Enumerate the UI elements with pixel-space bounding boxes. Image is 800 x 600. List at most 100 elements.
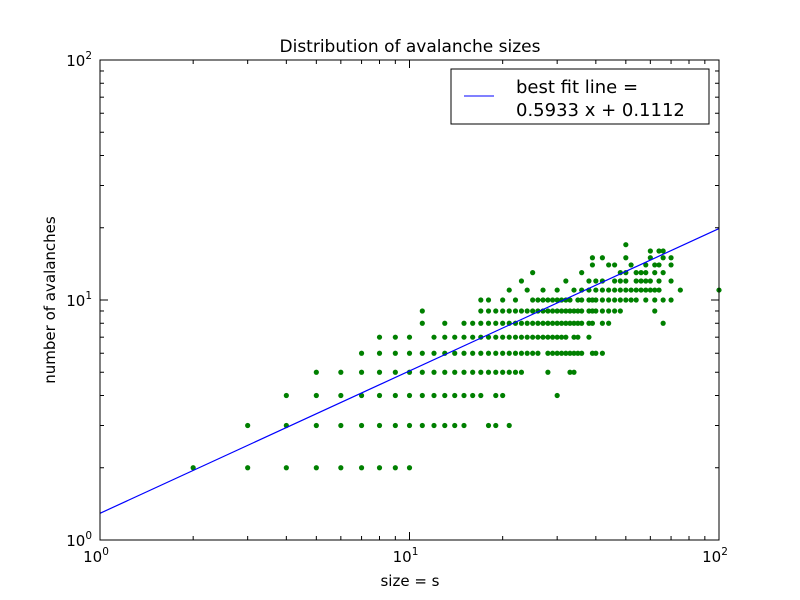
scatter-point <box>550 308 556 314</box>
axis-ticks <box>99 59 720 541</box>
scatter-point <box>535 320 541 326</box>
scatter-point <box>419 369 425 375</box>
scatter-point <box>535 350 541 356</box>
scatter-point <box>589 255 596 261</box>
scatter-point <box>579 270 585 276</box>
scatter-point <box>550 350 556 356</box>
scatter-point <box>431 392 437 399</box>
scatter-point <box>470 350 476 356</box>
scatter-point <box>485 422 492 429</box>
scatter-point <box>540 320 546 326</box>
scatter-point <box>500 369 506 375</box>
scatter-point <box>593 350 599 356</box>
scatter-point <box>606 320 612 326</box>
scatter-point <box>660 297 666 303</box>
scatter-point <box>571 350 577 356</box>
scatter-point <box>554 287 560 293</box>
scatter-point <box>392 465 398 471</box>
scatter-point <box>550 320 556 326</box>
scatter-point <box>563 350 569 356</box>
scatter-point <box>470 334 476 340</box>
scatter-point <box>500 392 506 399</box>
scatter-point <box>313 465 319 471</box>
scatter-point <box>633 297 639 303</box>
scatter-points <box>190 242 722 471</box>
scatter-point <box>545 334 551 340</box>
scatter-point <box>535 297 541 303</box>
scatter-point <box>612 278 618 284</box>
scatter-point <box>500 308 506 314</box>
scatter-point <box>633 270 639 276</box>
scatter-point <box>558 320 565 326</box>
scatter-point <box>623 255 629 261</box>
scatter-point <box>668 262 674 268</box>
scatter-point <box>518 320 525 326</box>
scatter-point <box>376 350 383 356</box>
scatter-point <box>442 334 448 340</box>
scatter-point <box>571 369 577 375</box>
scatter-point <box>530 270 536 276</box>
scatter-point <box>376 392 383 399</box>
scatter-point <box>338 392 344 399</box>
scatter-point <box>540 297 546 303</box>
scatter-point <box>338 422 344 429</box>
scatter-point <box>558 308 565 314</box>
scatter-point <box>545 320 551 326</box>
scatter-point <box>500 350 506 356</box>
y-tick-label: 100 <box>66 530 92 550</box>
scatter-point <box>599 297 606 303</box>
scatter-point <box>431 334 437 340</box>
scatter-point <box>478 392 484 399</box>
scatter-point <box>617 278 623 284</box>
scatter-point <box>558 334 565 340</box>
scatter-point <box>643 278 649 284</box>
scatter-point <box>530 320 536 326</box>
scatter-point <box>485 369 492 375</box>
scatter-point <box>470 369 476 375</box>
scatter-point <box>652 287 658 293</box>
scatter-point <box>540 287 546 293</box>
scatter-point <box>419 320 425 326</box>
scatter-point <box>643 287 649 293</box>
scatter-point <box>493 422 499 429</box>
scatter-point <box>606 308 612 314</box>
scatter-point <box>358 369 365 375</box>
scatter-point <box>668 278 674 284</box>
scatter-point <box>478 350 484 356</box>
x-tick-label: 102 <box>702 546 728 566</box>
scatter-point <box>376 422 383 429</box>
scatter-point <box>652 270 658 276</box>
scatter-point <box>506 369 512 375</box>
scatter-point <box>579 320 585 326</box>
scatter-point <box>500 334 506 340</box>
scatter-point <box>638 287 644 293</box>
scatter-point <box>628 287 634 293</box>
scatter-point <box>493 334 499 340</box>
scatter-point <box>623 287 629 293</box>
scatter-point <box>442 320 448 326</box>
scatter-point <box>338 369 344 375</box>
scatter-point <box>656 287 662 293</box>
scatter-point <box>593 297 599 303</box>
scatter-point <box>656 248 662 254</box>
scatter-point <box>419 422 425 429</box>
scatter-point <box>406 350 413 356</box>
scatter-point <box>575 334 581 340</box>
x-axis-label: size = s <box>380 572 439 590</box>
scatter-point <box>461 422 467 429</box>
scatter-point <box>512 334 519 340</box>
chart-title: Distribution of avalanche sizes <box>280 37 541 57</box>
scatter-point <box>313 392 319 399</box>
scatter-point <box>530 350 536 356</box>
scatter-point <box>563 320 569 326</box>
scatter-point <box>283 392 289 399</box>
scatter-point <box>617 297 623 303</box>
scatter-point <box>647 287 653 293</box>
scatter-point <box>558 350 565 356</box>
scatter-point <box>461 392 467 399</box>
scatter-point <box>579 297 585 303</box>
scatter-point <box>506 350 512 356</box>
y-axis-label: number of avalanches <box>41 216 59 384</box>
scatter-point <box>575 297 581 303</box>
scatter-point <box>506 334 512 340</box>
